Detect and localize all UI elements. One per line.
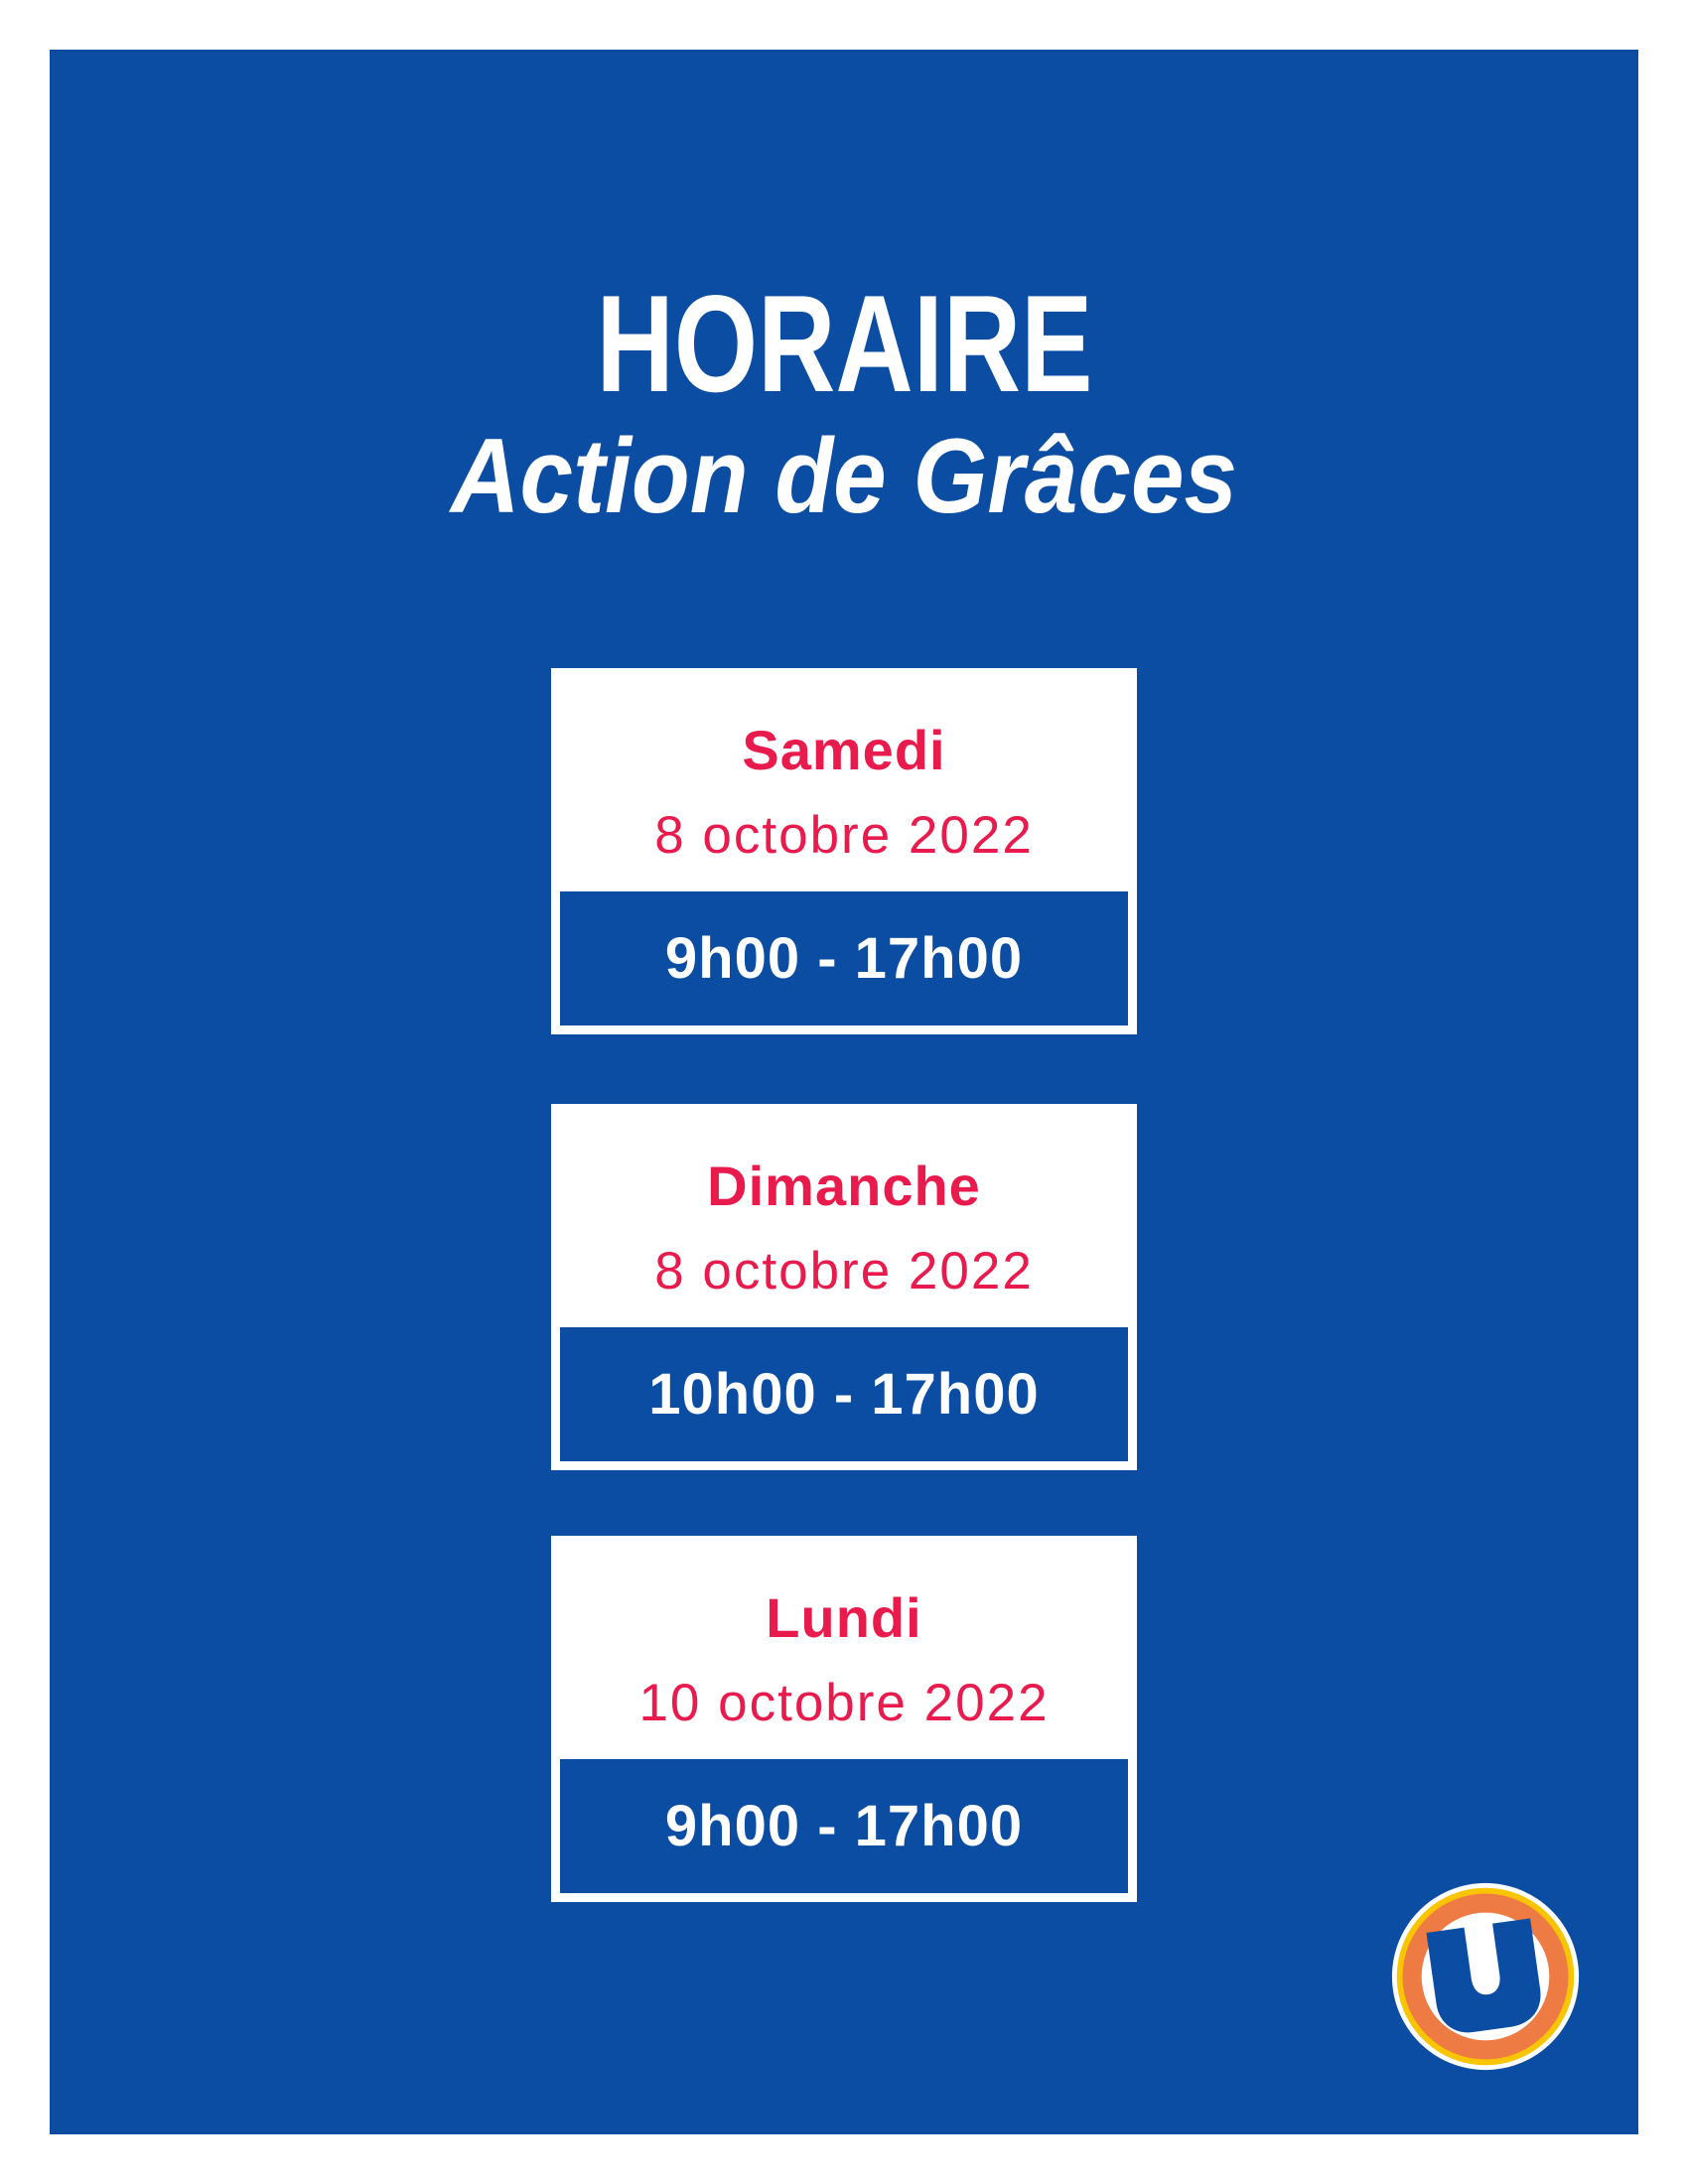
date-label: 10 octobre 2022 <box>638 1674 1050 1732</box>
page-title: HORAIRE <box>50 275 1638 413</box>
day-label: Samedi <box>742 719 946 781</box>
card-header: Lundi 10 octobre 2022 <box>560 1545 1128 1759</box>
page-subtitle-text: Action de Grâces <box>450 416 1238 535</box>
date-label: 8 octobre 2022 <box>654 1242 1034 1300</box>
hours-label: 10h00 - 17h00 <box>648 1361 1040 1427</box>
day-label: Dimanche <box>707 1155 981 1217</box>
hours-bar: 10h00 - 17h00 <box>560 1327 1128 1461</box>
hours-label: 9h00 - 17h00 <box>664 1793 1024 1858</box>
logo-letter-u-icon <box>1426 1918 1541 2033</box>
schedule-card-lundi: Lundi 10 octobre 2022 9h00 - 17h00 <box>551 1536 1137 1902</box>
page-title-text: HORAIRE <box>596 267 1092 421</box>
poster-panel: HORAIRE Action de Grâces Samedi 8 octobr… <box>50 50 1638 2134</box>
hours-label: 9h00 - 17h00 <box>664 925 1024 991</box>
hours-bar: 9h00 - 17h00 <box>560 891 1128 1025</box>
day-label: Lundi <box>766 1586 922 1649</box>
card-header: Dimanche 8 octobre 2022 <box>560 1113 1128 1327</box>
schedule-card-samedi: Samedi 8 octobre 2022 9h00 - 17h00 <box>551 668 1137 1034</box>
uniprix-logo <box>1391 1882 1580 2071</box>
date-label: 8 octobre 2022 <box>654 806 1034 865</box>
card-header: Samedi 8 octobre 2022 <box>560 677 1128 891</box>
page-subtitle: Action de Grâces <box>50 423 1638 529</box>
hours-bar: 9h00 - 17h00 <box>560 1759 1128 1893</box>
schedule-card-dimanche: Dimanche 8 octobre 2022 10h00 - 17h00 <box>551 1104 1137 1470</box>
